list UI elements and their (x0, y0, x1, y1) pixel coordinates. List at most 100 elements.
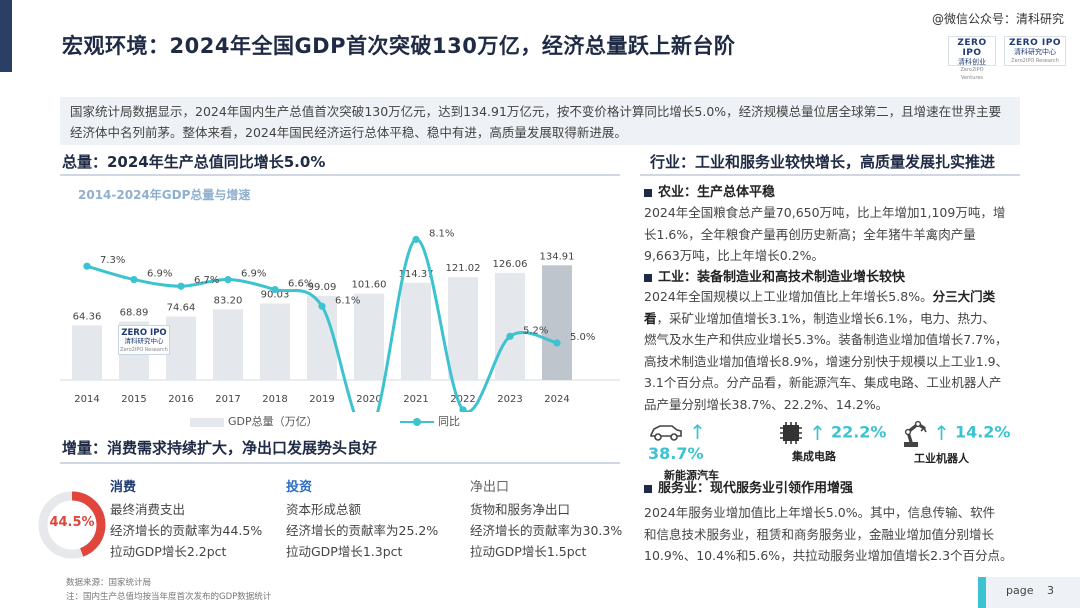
product-value: 38.7% (648, 444, 704, 463)
chart-watermark-logo: ZERO IPO 清科研究中心 Zero2IPO Research (118, 325, 170, 355)
gdp-bar (354, 293, 384, 380)
growth-point (553, 339, 561, 347)
x-tick-label: 2014 (74, 394, 99, 405)
service-line: 2024年服务业增加值比上年增长5.0%。其中，信息传输、软件 (644, 505, 996, 520)
gdp-bar-label: 64.36 (73, 311, 102, 322)
page-accent-tick (978, 577, 986, 608)
arrow-up-icon: ↑ (809, 421, 826, 445)
growth-point (130, 275, 138, 284)
product-value: 14.2% (954, 422, 1011, 442)
agri-head: 农业：生产总体平稳 (644, 181, 775, 200)
x-tick-label: 2020 (356, 394, 381, 405)
growth-label: 6.9% (241, 269, 266, 280)
column-line: 经济增长的贡献率为30.3% (470, 523, 623, 538)
industry-line2b: ，采矿业增加值增长3.1%，制造业增长6.1%，电力、热力、 (656, 310, 996, 326)
section-increment-title: 增量：消费需求持续扩大，净出口发展势头良好 (62, 439, 378, 457)
gdp-bar-label: 83.20 (214, 295, 243, 306)
page-number-box: page 3 (978, 577, 1080, 608)
legend-line-swatch (400, 418, 434, 426)
column-line: 最终消费支出 (110, 502, 186, 517)
arrow-up-icon: ↑ (933, 421, 950, 445)
column-line: 经济增长的贡献率为44.5% (110, 523, 263, 538)
column-line: 经济增长的贡献率为25.2% (286, 523, 439, 538)
gdp-bar-label: 126.06 (493, 259, 528, 270)
bullet-square-icon (644, 484, 652, 493)
gdp-bar (401, 282, 431, 380)
page-number: 3 (1046, 584, 1054, 597)
growth-label: 6.9% (147, 269, 172, 280)
product-label: 集成电路 (792, 450, 836, 463)
column-net-exports: 净出口 货物和服务净出口 经济增长的贡献率为30.3% 拉动GDP增长1.5pc… (470, 476, 622, 562)
logo-right-sub: Zero2IPO Research (1011, 57, 1059, 64)
gdp-chart: 64.36 2014 68.89 2015 74.64 2016 83.20 2017 90.0… (60, 228, 620, 412)
product-robot: ↑ 14.2% 工业机器人 (900, 418, 1020, 466)
product-value: 22.2% (830, 422, 887, 442)
legend-line-label: 同比 (438, 415, 460, 428)
x-tick-label: 2018 (262, 394, 287, 405)
growth-point (506, 332, 514, 340)
column-line: 资本形成总额 (286, 502, 362, 517)
gdp-bar (72, 325, 102, 380)
x-tick-label: 2016 (168, 394, 193, 405)
service-paragraph: 2024年服务业增加值比上年增长5.0%。其中，信息传输、软件 和信息技术服务业… (644, 502, 1034, 567)
gdp-bar (448, 277, 478, 380)
footer-note: 注：国内生产总值均按当年度首次发布的GDP数据统计 (66, 592, 272, 602)
wechat-watermark: @微信公众号：清科研究 (931, 12, 1064, 26)
growth-point (177, 282, 185, 290)
gdp-bar (542, 265, 572, 380)
x-tick-label: 2015 (121, 394, 146, 405)
chart-wm-name: 清科研究中心 (124, 337, 164, 346)
x-tick-label: 2024 (544, 394, 569, 405)
column-investment: 投资 资本形成总额 经济增长的贡献率为25.2% 拉动GDP增长1.3pct (286, 476, 438, 562)
car-icon (650, 425, 682, 441)
page-label: page (1006, 584, 1034, 597)
product-nev: ↑ 38.7% 新能源汽车 (648, 420, 758, 483)
gdp-bar-label: 134.91 (540, 251, 575, 262)
industry-head-text: 工业：装备制造业和高技术制造业增长较快 (658, 270, 906, 285)
growth-label: 5.2% (523, 325, 548, 336)
gdp-bar (166, 316, 196, 380)
agri-line: 2024年全国粮食总产量70,650万吨，比上年增加1,109万吨，增 (644, 205, 1006, 220)
growth-point (318, 302, 326, 310)
growth-point (83, 262, 91, 270)
consumption-ring-chart (38, 491, 106, 559)
agri-paragraph: 2024年全国粮食总产量70,650万吨，比上年增加1,109万吨，增 长1.6… (644, 202, 1024, 267)
gdp-bar-label: 74.64 (167, 303, 196, 314)
growth-label: 6.1% (335, 295, 360, 306)
growth-label: 6.7% (194, 275, 219, 286)
gdp-bar-label: 90.03 (261, 289, 290, 300)
column-line: 货物和服务净出口 (470, 502, 571, 517)
gdp-bar-label: 121.02 (446, 263, 481, 274)
service-head: 服务业：现代服务业引领作用增强 (644, 477, 853, 496)
logo-left-sub: Zero2IPO Ventures (960, 67, 984, 82)
chart-wm-sub: Zero2IPO Research (120, 346, 168, 353)
industry-line: 3.1个百分点。分产品看，新能源汽车、集成电路、工业机器人产 (644, 375, 1002, 390)
service-head-text: 服务业：现代服务业引领作用增强 (658, 481, 854, 496)
growth-point (459, 406, 467, 412)
legend-line-item: 同比 (400, 413, 460, 429)
agri-line: 长1.6%，全年粮食产量再创历史新高；全年猪牛羊禽肉产量 (644, 226, 976, 242)
ring-label: 44.5% (49, 515, 95, 530)
arrow-up-icon: ↑ (689, 420, 706, 444)
column-line: 拉动GDP增长1.3pct (286, 544, 403, 559)
product-label: 新能源汽车 (664, 469, 719, 482)
gdp-bar-label: 68.89 (120, 307, 149, 318)
section-industry-title: 行业：工业和服务业较快增长，高质量发展扎实推进 (650, 153, 996, 171)
industry-line: 燃气及水生产和供应业增长5.3%。装备制造业增加值增长7.7%， (644, 332, 1008, 347)
legend-bar-item: GDP总量（万亿） (190, 413, 318, 429)
logo-left-top: ZERO IPO (957, 38, 987, 58)
growth-label: 7.3% (100, 255, 125, 266)
ring-arc (38, 491, 106, 559)
page-title: 宏观环境：2024年全国GDP首次突破130万亿，经济总量跃上新台阶 (62, 34, 736, 58)
logo-zero2ipo-research: ZERO IPO 清科研究中心 Zero2IPO Research (1004, 36, 1066, 66)
service-line: 10.9%、10.4%和5.6%，共拉动服务业增加值增长2.3个百分点。 (644, 548, 1013, 563)
gdp-bar (213, 309, 243, 380)
gdp-bar-label: 99.09 (308, 282, 337, 293)
legend-bar-swatch (190, 417, 224, 427)
header-accent-bar (0, 0, 12, 72)
intro-paragraph: 国家统计局数据显示，2024年国内生产总值首次突破130万亿元，达到134.91… (60, 97, 1020, 145)
gdp-bar (260, 303, 290, 380)
growth-point (412, 235, 420, 244)
industry-line: 高技术制造业增加值增长8.9%，增速分别快于规模以上工业1.9、 (644, 353, 1009, 369)
column-title: 净出口 (470, 480, 510, 495)
